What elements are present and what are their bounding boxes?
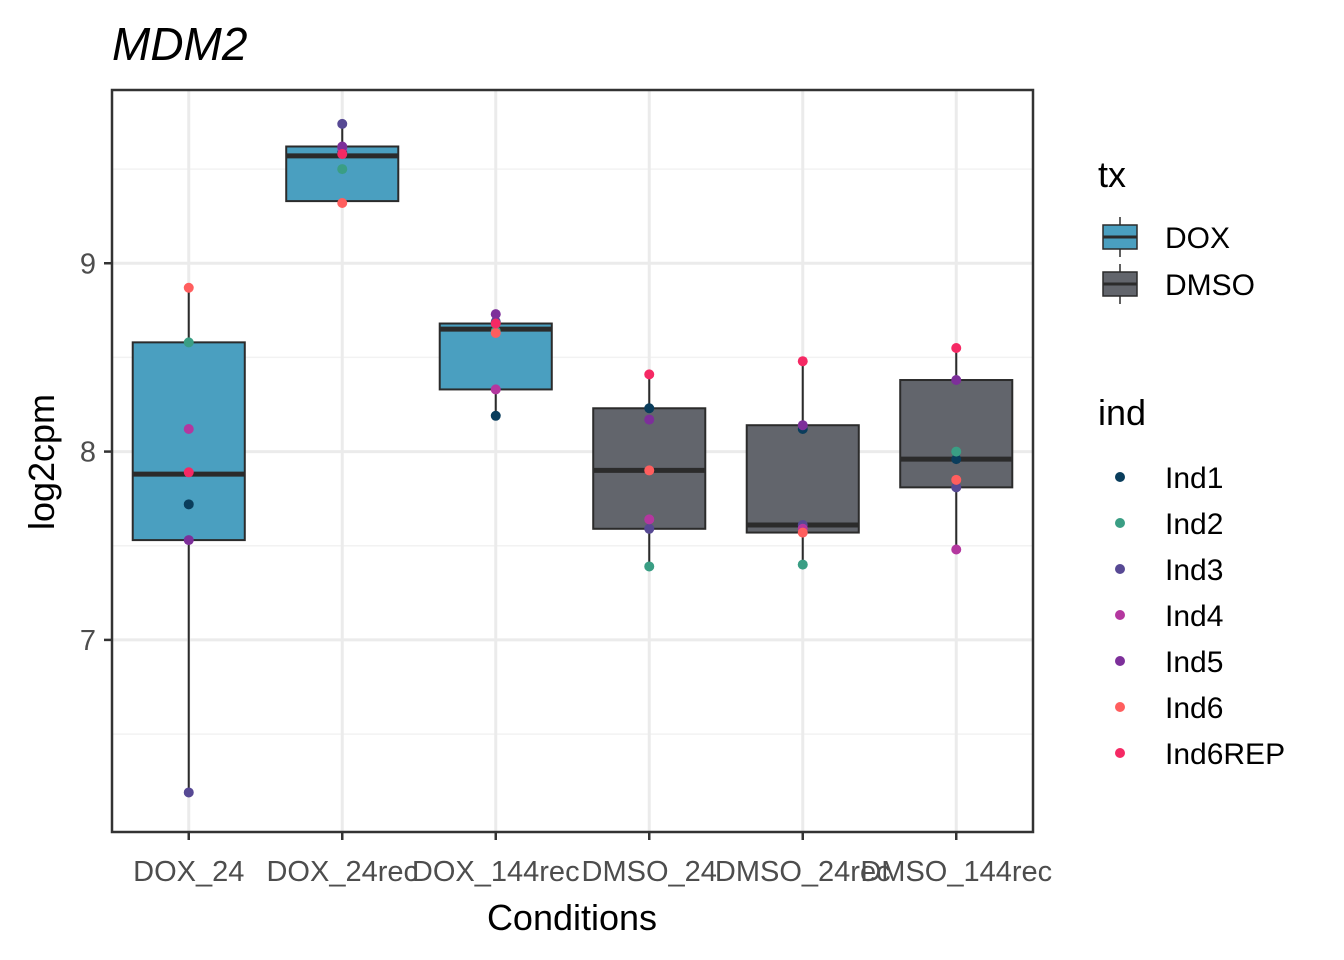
data-point-Ind6REP: [490, 318, 501, 329]
box-DMSO_24rec: [745, 361, 860, 565]
y-tick-label: 9: [80, 248, 96, 280]
y-tick-label: 8: [80, 437, 96, 469]
data-point-Ind5: [951, 375, 962, 386]
x-tick-label: DOX_144rec: [412, 856, 580, 888]
data-point-Ind6REP: [644, 369, 655, 380]
data-point-Ind6: [183, 282, 194, 293]
data-point-Ind6: [337, 197, 348, 208]
legend-label-Ind6REP: Ind6REP: [1165, 738, 1285, 771]
data-point-Ind5: [183, 535, 194, 546]
x-tick-label: DMSO_24: [582, 856, 717, 888]
y-axis-title: log2cpm: [21, 394, 62, 530]
data-point-Ind6: [951, 474, 962, 485]
legend: tx DOX DMSO ind Ind1 Ind2 Ind3 Ind4 Ind5 Ind6 Ind6…: [1098, 154, 1285, 771]
legend-point-Ind6: [1115, 702, 1125, 712]
panel-background: [112, 90, 1033, 832]
legend-point-Ind4: [1115, 610, 1125, 620]
data-point-Ind2: [337, 164, 348, 175]
x-tick-label: DOX_24rec: [266, 856, 418, 888]
y-axis: 7 8 9: [80, 248, 112, 657]
legend-point-Ind5: [1115, 656, 1125, 666]
data-point-Ind6: [490, 327, 501, 338]
legend-label-DOX: DOX: [1165, 222, 1230, 255]
data-point-Ind1: [951, 454, 962, 465]
data-point-Ind3: [337, 118, 348, 129]
data-point-Ind4: [183, 423, 194, 434]
chart-title: MDM2: [112, 18, 247, 70]
data-point-Ind5: [797, 420, 808, 431]
legend-point-Ind2: [1115, 518, 1125, 528]
x-tick-label: DOX_24: [133, 856, 244, 888]
data-point-Ind6REP: [951, 343, 962, 354]
data-point-Ind5: [644, 414, 655, 425]
legend-title-tx: tx: [1098, 154, 1126, 195]
data-point-Ind4: [644, 514, 655, 525]
panel-border: [110, 88, 1035, 834]
data-point-Ind6: [644, 465, 655, 476]
x-tick-label: DMSO_24rec: [715, 856, 891, 888]
data-point-Ind5: [490, 309, 501, 320]
legend-label-Ind5: Ind5: [1165, 646, 1223, 679]
plot-panel: [110, 88, 1035, 834]
legend-point-Ind3: [1115, 564, 1125, 574]
box-body: [131, 341, 246, 542]
data-point-Ind6: [797, 527, 808, 538]
legend-label-Ind4: Ind4: [1165, 600, 1223, 633]
data-point-Ind3: [951, 482, 962, 493]
data-point-Ind1: [490, 410, 501, 421]
legend-title-ind: ind: [1098, 392, 1146, 433]
legend-label-Ind1: Ind1: [1165, 462, 1223, 495]
data-point-Ind3: [644, 523, 655, 534]
data-point-Ind6REP: [183, 467, 194, 478]
legend-key-DOX: [1102, 217, 1138, 257]
data-point-Ind6REP: [797, 356, 808, 367]
data-point-Ind5: [337, 141, 348, 152]
data-point-Ind6REP: [337, 149, 348, 160]
x-axis-title: Conditions: [487, 897, 657, 938]
data-point-Ind1: [644, 403, 655, 414]
legend-label-Ind2: Ind2: [1165, 508, 1223, 541]
legend-label-Ind6: Ind6: [1165, 692, 1223, 725]
data-point-Ind2: [951, 446, 962, 457]
data-point-Ind4: [951, 544, 962, 555]
legend-point-Ind6REP: [1115, 748, 1125, 758]
box-body: [745, 424, 860, 534]
data-point-Ind4: [490, 384, 501, 395]
box-body: [899, 379, 1014, 489]
legend-key-DMSO: [1102, 264, 1138, 304]
legend-label-DMSO: DMSO: [1165, 269, 1255, 302]
data-point-Ind3: [183, 787, 194, 798]
y-tick-label: 7: [80, 625, 96, 657]
data-point-Ind2: [183, 337, 194, 348]
data-point-Ind2: [644, 561, 655, 572]
legend-point-Ind1: [1115, 472, 1125, 482]
x-tick-label: DMSO_144rec: [860, 856, 1052, 888]
data-point-Ind1: [183, 499, 194, 510]
legend-label-Ind3: Ind3: [1165, 554, 1223, 587]
data-point-Ind2: [797, 559, 808, 570]
